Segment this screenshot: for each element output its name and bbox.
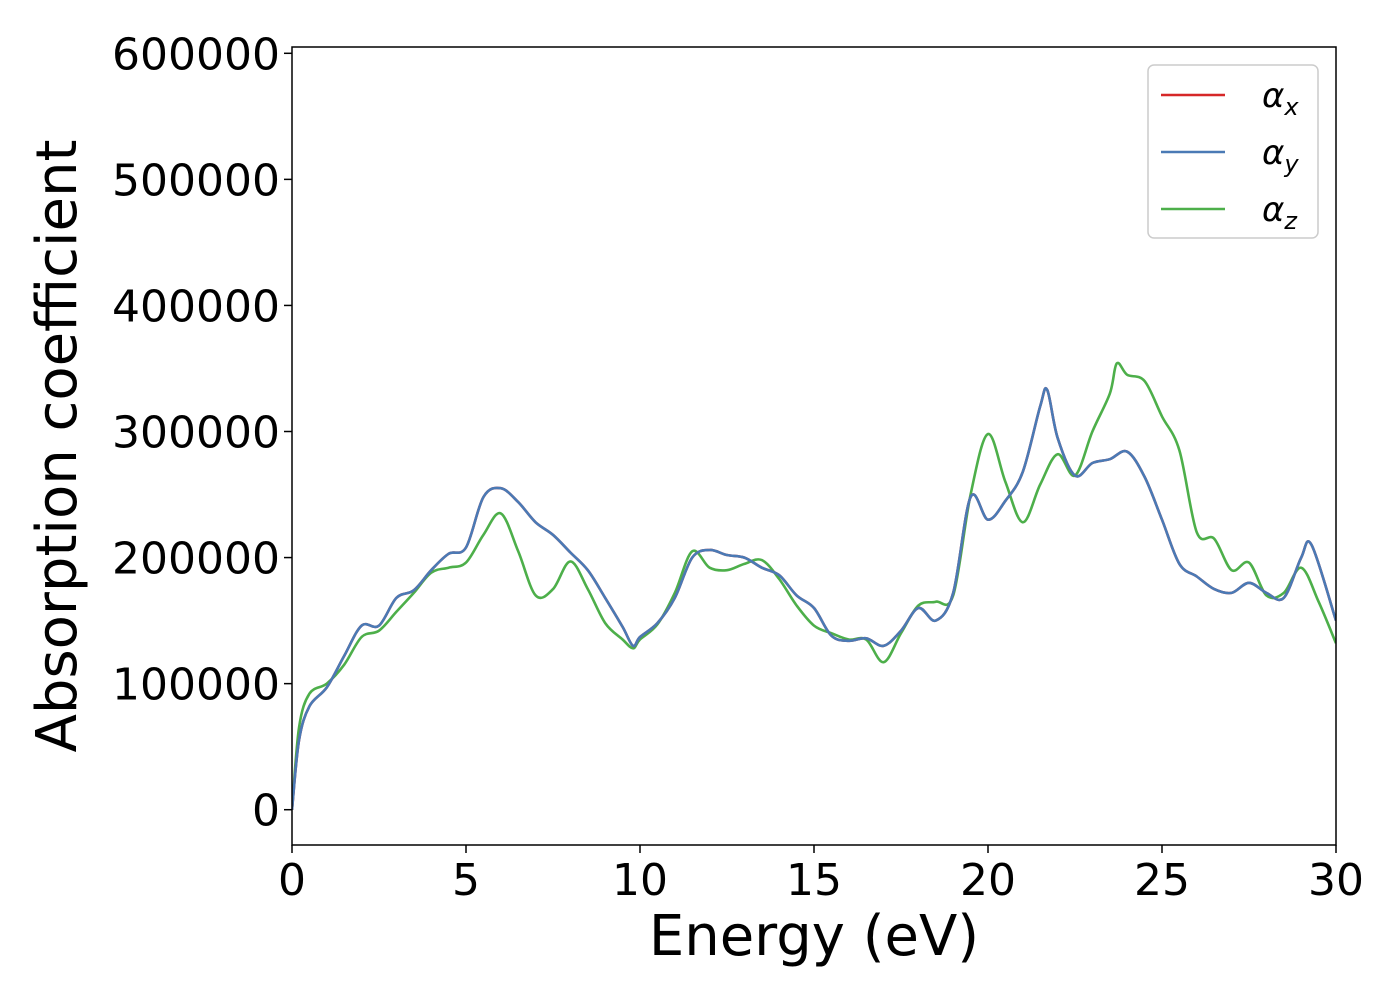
x-tick-label: 25: [1134, 855, 1190, 906]
x-axis-title: Energy (eV): [649, 904, 979, 969]
x-tick-label: 30: [1308, 855, 1364, 906]
legend-symbol: α: [1262, 76, 1284, 116]
y-tick-label: 200000: [112, 534, 280, 585]
x-tick-label: 15: [786, 855, 842, 906]
legend-box: [1147, 64, 1319, 239]
y-tick-label: 400000: [112, 281, 280, 332]
x-tick-label: 20: [960, 855, 1016, 906]
legend-subscript: y: [1283, 150, 1299, 178]
legend-label-y: αy: [1262, 133, 1299, 178]
series-lines: [292, 361, 1336, 810]
x-tick-label: 5: [452, 855, 480, 906]
y-axis-title: Absorption coefficient: [25, 140, 90, 753]
x-tick-label: 10: [612, 855, 668, 906]
y-tick-label: 300000: [112, 408, 280, 459]
legend-label-x: αx: [1262, 76, 1299, 121]
y-tick-label: 0: [252, 786, 280, 837]
legend-subscript: x: [1283, 93, 1299, 121]
y-tick-label: 500000: [112, 155, 280, 206]
legend-symbol: α: [1262, 133, 1284, 173]
series-line-z: [292, 361, 1336, 810]
y-tick-label: 100000: [112, 660, 280, 711]
y-axis: 0 100000 200000 300000 400000 500000 600000: [112, 29, 292, 837]
x-tick-label: 0: [278, 855, 306, 906]
legend-symbol: α: [1262, 190, 1284, 230]
legend-subscript: z: [1283, 207, 1298, 235]
x-axis: 0 5 10 15 20 25 30: [278, 845, 1364, 906]
series-line-y: [292, 387, 1336, 810]
y-tick-label: 600000: [112, 29, 280, 80]
legend-label-z: αz: [1262, 190, 1298, 235]
